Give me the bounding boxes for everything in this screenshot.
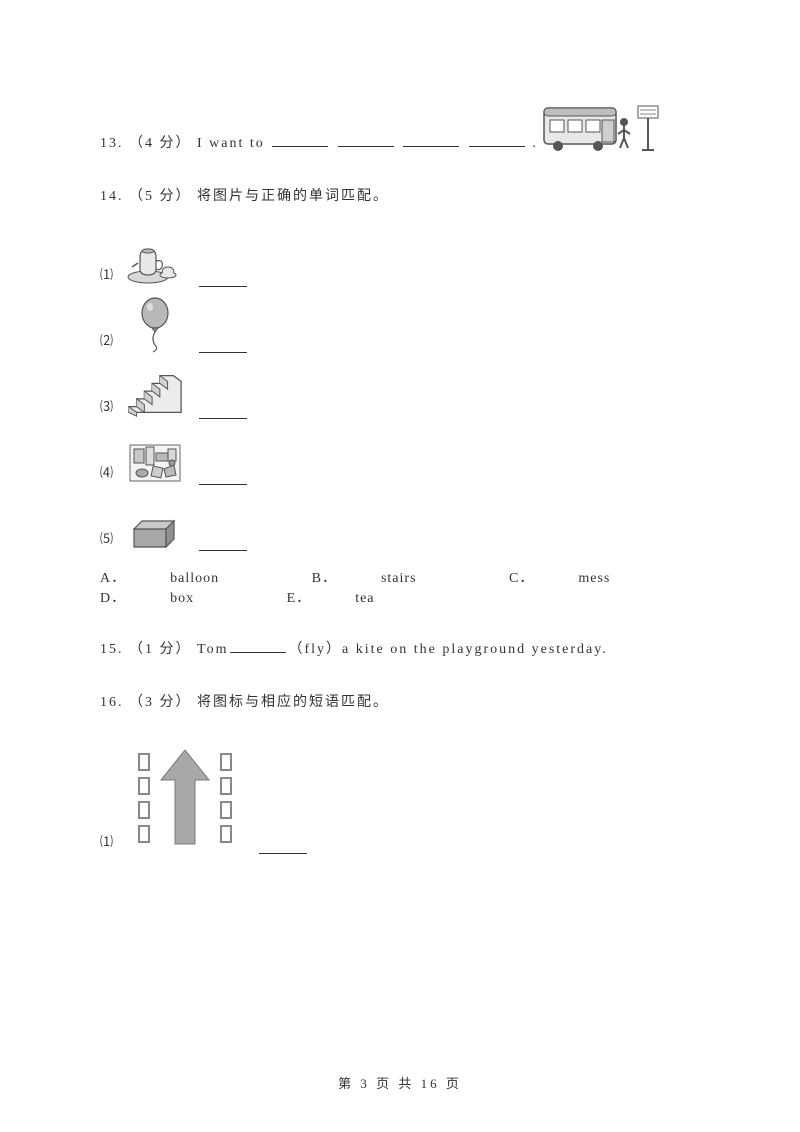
q15-points: （1 分）: [129, 642, 192, 657]
q16-points: （3 分）: [129, 695, 192, 710]
question-14: 14. （5 分） 将图片与正确的单词匹配。: [100, 184, 700, 209]
page-number: 第 3 页 共 16 页: [338, 1076, 462, 1091]
q14-item-2: ⑵: [100, 303, 700, 353]
item-number: ⑵: [100, 330, 113, 353]
question-13: 13. （4 分） I want to .: [100, 100, 700, 156]
q16-item-1: ⑴: [100, 744, 700, 854]
item-number: ⑷: [100, 462, 113, 485]
blank[interactable]: [199, 471, 247, 485]
q14-item-1: ⑴: [100, 237, 700, 287]
q16-number: 16.: [100, 695, 124, 710]
blank[interactable]: [469, 133, 525, 147]
blank[interactable]: [338, 133, 394, 147]
blank[interactable]: [199, 273, 247, 287]
blank[interactable]: [199, 537, 247, 551]
tea-icon: [126, 243, 184, 287]
q13-number: 13.: [100, 136, 124, 151]
balloon-icon: [135, 297, 175, 353]
stairs-icon: [125, 369, 185, 419]
page-footer: 第 3 页 共 16 页: [0, 1073, 800, 1092]
question-15: 15. （1 分） Tom （fly）a kite on the playgrou…: [100, 637, 700, 662]
worksheet-page: 13. （4 分） I want to .: [0, 0, 800, 910]
q16-instruction: 将图标与相应的短语匹配。: [197, 695, 389, 710]
item-number: ⑴: [100, 831, 113, 854]
choice-e: E．tea: [287, 591, 419, 606]
question-16: 16. （3 分） 将图标与相应的短语匹配。: [100, 690, 700, 715]
q14-item-3: ⑶: [100, 369, 700, 419]
q15-after: a kite on the playground yesterday.: [342, 642, 608, 657]
q15-number: 15.: [100, 642, 124, 657]
choice-c: C．mess: [509, 571, 654, 586]
box-icon: [130, 517, 180, 551]
item-number: ⑴: [100, 264, 113, 287]
blank[interactable]: [272, 133, 328, 147]
blank[interactable]: [403, 133, 459, 147]
go-straight-icon: [125, 744, 245, 854]
blank[interactable]: [199, 339, 247, 353]
q13-before: I want to: [197, 136, 265, 151]
blank[interactable]: [230, 639, 286, 653]
choice-a: A．balloon: [100, 571, 263, 586]
mess-icon: [126, 439, 184, 485]
q13-after: .: [532, 136, 538, 151]
item-number: ⑶: [100, 396, 113, 419]
choice-d: D．box: [100, 591, 238, 606]
q15-paren: （fly）: [288, 642, 342, 657]
item-number: ⑸: [100, 528, 113, 551]
q14-instruction: 将图片与正确的单词匹配。: [197, 189, 389, 204]
choice-b: B．stairs: [312, 571, 461, 586]
q13-points: （4 分）: [129, 136, 192, 151]
q15-before: Tom: [197, 642, 228, 657]
blank[interactable]: [259, 840, 307, 854]
q14-choices: A．balloon B．stairs C．mess D．box E．tea: [100, 567, 700, 607]
blank[interactable]: [199, 405, 247, 419]
q13-text: 13. （4 分） I want to .: [100, 131, 538, 156]
q14-item-5: ⑸: [100, 501, 700, 551]
q14-item-4: ⑷: [100, 435, 700, 485]
q14-points: （5 分）: [129, 189, 192, 204]
bus-icon: [542, 100, 662, 156]
q14-number: 14.: [100, 189, 124, 204]
